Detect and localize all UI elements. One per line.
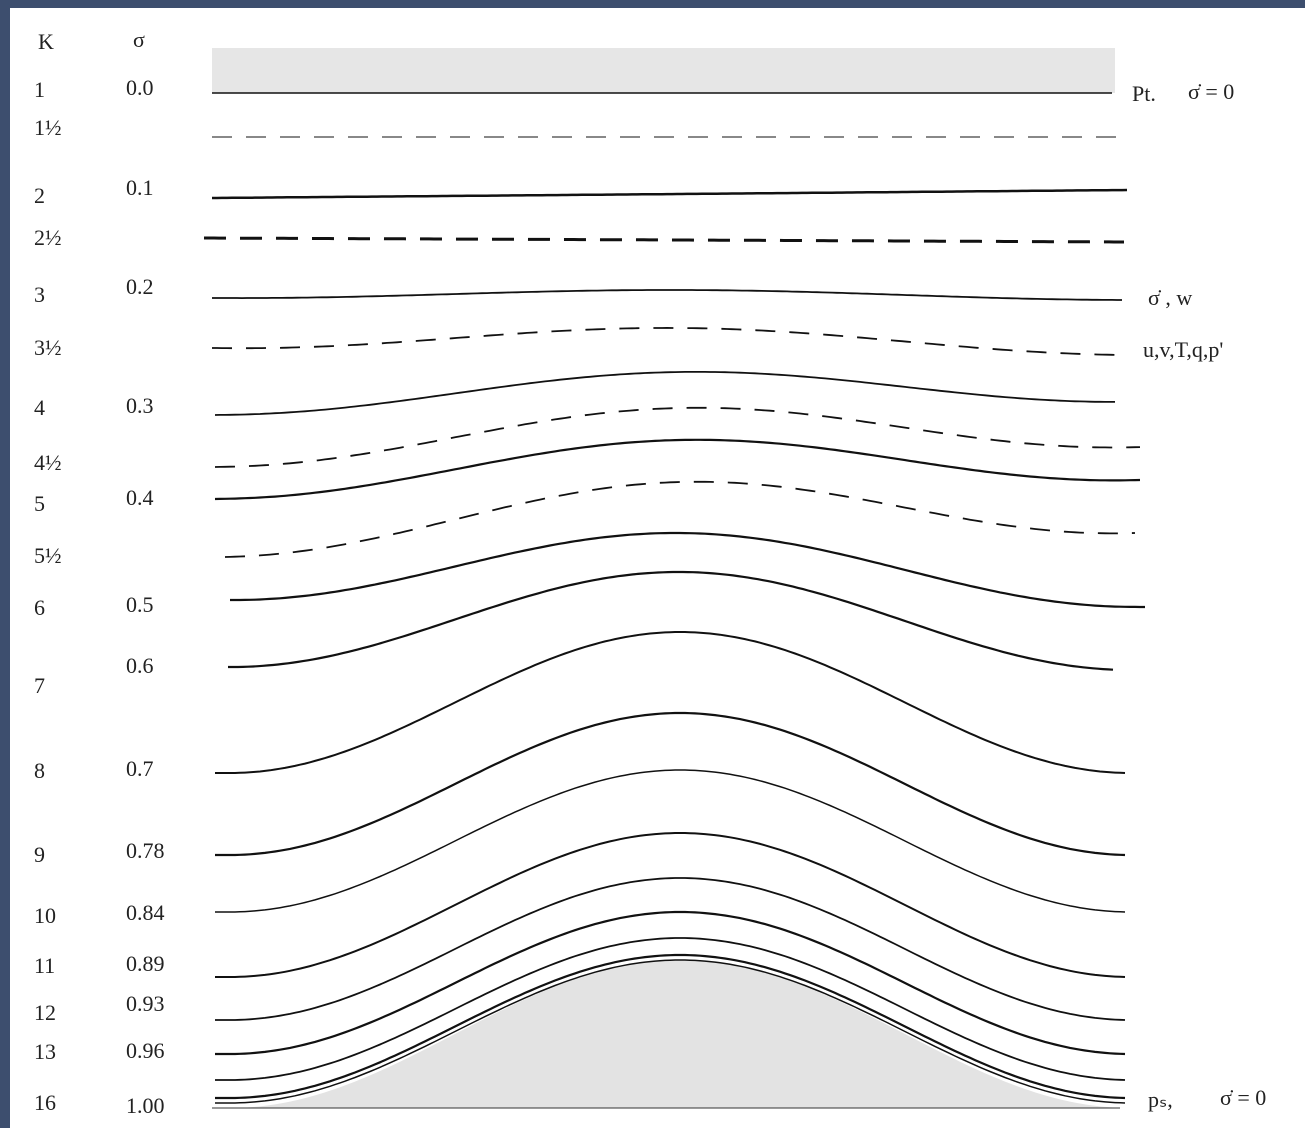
k-label: 9 (34, 842, 45, 867)
k-label: 6 (34, 595, 45, 620)
k-label: 13 (34, 1039, 56, 1064)
k-label: 1½ (34, 115, 62, 140)
k-label: 10 (34, 903, 56, 928)
k-label: 11 (34, 953, 55, 978)
k-label: 12 (34, 1000, 56, 1025)
level-line (214, 438, 1141, 501)
level-line (215, 877, 1126, 1021)
annotation: σ̇ = 0 (1220, 1085, 1266, 1110)
level-line (212, 188, 1128, 200)
top-shade (212, 48, 1115, 93)
sigma-label: 0.93 (126, 991, 165, 1016)
sigma-label: 1.00 (126, 1093, 165, 1118)
k-label: 8 (34, 758, 45, 783)
annotation: σ̇ = 0 (1188, 79, 1234, 104)
level-line (214, 371, 1115, 416)
sigma-label: 0.2 (126, 274, 154, 299)
level-line (215, 959, 1126, 1104)
level-line (215, 769, 1126, 913)
k-label: 2½ (34, 225, 62, 250)
sigma-label: 0.6 (126, 653, 154, 678)
level-line (228, 570, 1114, 671)
k-label: 3½ (34, 335, 62, 360)
level-line (214, 406, 1141, 468)
annotation: pₛ, (1148, 1087, 1173, 1112)
level-line (204, 236, 1124, 244)
sigma-label: 0.7 (126, 756, 154, 781)
sigma-label: 0.96 (126, 1038, 165, 1063)
k-label: 4½ (34, 450, 62, 475)
level-line (215, 937, 1126, 1081)
level-line (215, 910, 1126, 1056)
ground (215, 960, 1125, 1108)
annotation: u,v,T,q,p' (1143, 337, 1223, 362)
k-label: 1 (34, 77, 45, 102)
sigma-label: 0.89 (126, 951, 165, 976)
sigma-label: 0.0 (126, 75, 154, 100)
sigma-label: 0.4 (126, 485, 154, 510)
level-line (215, 953, 1126, 1100)
annotation: σ̇ , w (1148, 285, 1192, 310)
k-header: K (38, 29, 54, 54)
sigma-label: 0.78 (126, 838, 165, 863)
k-label: 2 (34, 183, 45, 208)
panel (10, 8, 1305, 1128)
annotation: Pt. (1132, 81, 1156, 106)
sigma-header: σ (133, 27, 145, 52)
k-label: 3 (34, 282, 45, 307)
level-line (215, 711, 1126, 857)
level-line (230, 531, 1145, 609)
k-label: 7 (34, 673, 45, 698)
level-line (215, 631, 1126, 774)
level-line (212, 289, 1122, 301)
sigma-label: 0.3 (126, 393, 154, 418)
k-label: 5½ (34, 543, 62, 568)
level-line (215, 832, 1126, 978)
k-label: 4 (34, 395, 45, 420)
k-label: 5 (34, 491, 45, 516)
level-line (212, 326, 1123, 356)
k-label: 16 (34, 1090, 56, 1115)
level-line (224, 480, 1136, 558)
sigma-label: 0.1 (126, 175, 154, 200)
sigma-label: 0.5 (126, 592, 154, 617)
sigma-label: 0.84 (126, 900, 165, 925)
